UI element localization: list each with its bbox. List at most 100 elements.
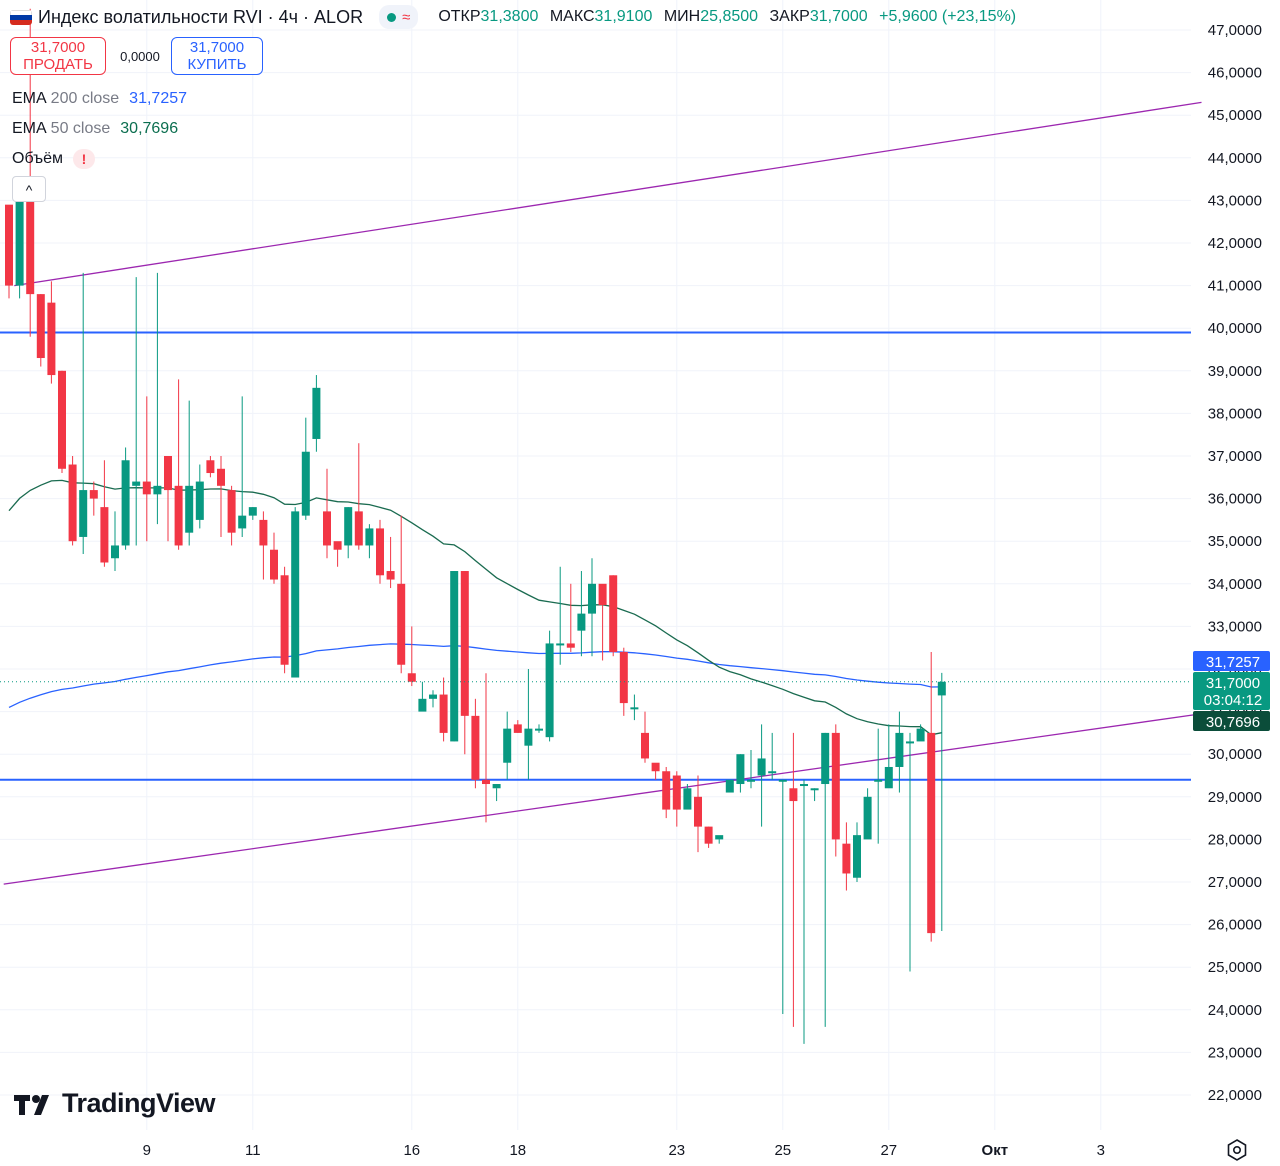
candle-down xyxy=(662,771,671,810)
indicator-ema200[interactable]: EMA 200 close 31,7257 xyxy=(12,90,188,107)
price-tick-label: 36,0000 xyxy=(1208,491,1262,508)
tradingview-logo[interactable]: TradingView xyxy=(14,1088,216,1119)
candle-down xyxy=(89,490,98,499)
buy-button[interactable]: 31,7000 КУПИТЬ xyxy=(171,37,263,75)
candle-up xyxy=(747,779,755,782)
candle-up xyxy=(79,490,88,537)
candle-down xyxy=(206,460,215,474)
candle-up xyxy=(588,583,596,614)
sell-label: ПРОДАТЬ xyxy=(23,56,93,73)
candle-up xyxy=(937,681,946,696)
candle-up xyxy=(450,571,459,742)
candle-up xyxy=(238,515,247,529)
candle-down xyxy=(58,370,66,469)
ohlc-readout: ОТКР31,3800 МАКС31,9100 МИН25,8500 ЗАКР3… xyxy=(438,8,1017,25)
time-tick-label: 25 xyxy=(774,1142,791,1159)
candle-up xyxy=(15,196,24,286)
price-tick-label: 35,0000 xyxy=(1208,533,1262,550)
collapse-legend-button[interactable]: ^ xyxy=(12,176,46,202)
candle-up xyxy=(524,728,533,746)
candle-up xyxy=(800,784,808,787)
candle-down xyxy=(26,196,35,295)
price-tick-label: 43,0000 xyxy=(1208,192,1262,209)
price-tick-label: 40,0000 xyxy=(1208,320,1262,337)
candle-up xyxy=(121,460,130,546)
candle-down xyxy=(323,511,331,546)
ema200-price-badge xyxy=(1193,651,1270,671)
candle-down xyxy=(164,456,172,491)
price-tick-label: 33,0000 xyxy=(1208,618,1262,635)
candle-down xyxy=(641,732,649,759)
candle-up xyxy=(291,511,300,678)
candle-down xyxy=(694,796,702,827)
price-tick-label: 34,0000 xyxy=(1208,576,1262,593)
price-tick-label: 45,0000 xyxy=(1208,107,1262,124)
warning-icon[interactable]: ! xyxy=(72,149,95,169)
candle-up xyxy=(736,754,745,785)
time-tick-label: 23 xyxy=(668,1142,685,1159)
candles xyxy=(5,8,946,1044)
candle-up xyxy=(556,643,565,646)
candle-up xyxy=(895,732,904,767)
buy-price: 31,7000 xyxy=(189,39,245,56)
horizontal-levels xyxy=(0,331,1191,781)
candle-up xyxy=(195,481,204,520)
price-tick-label: 37,0000 xyxy=(1208,448,1262,465)
candle-down xyxy=(270,549,278,580)
candle-down xyxy=(407,673,416,682)
candle-down xyxy=(566,643,575,648)
candle-down xyxy=(333,541,342,550)
candle-up xyxy=(312,387,321,439)
price-tick-label: 25,0000 xyxy=(1208,959,1262,976)
candle-up xyxy=(185,485,194,533)
chart-grid xyxy=(0,0,1191,1130)
candle-down xyxy=(259,519,268,546)
candle-up xyxy=(768,771,777,774)
candle-down xyxy=(460,571,469,716)
candle-up xyxy=(111,545,119,559)
symbol-title[interactable]: Индекс волатильности RVI · 4ч · ALOR xyxy=(38,6,364,27)
candle-up xyxy=(630,707,639,710)
candle-down xyxy=(831,732,840,840)
candle-up xyxy=(853,835,861,878)
candle-up xyxy=(429,694,437,699)
price-tick-label: 41,0000 xyxy=(1208,278,1262,295)
candle-down xyxy=(927,732,936,934)
candle-up xyxy=(301,451,310,516)
sell-button[interactable]: 31,7000 ПРОДАТЬ xyxy=(10,37,106,75)
time-tick-label: 16 xyxy=(403,1142,420,1159)
russia-flag-icon xyxy=(10,9,32,25)
candle-down xyxy=(598,583,607,606)
market-status-pill[interactable]: ≈ xyxy=(379,5,419,29)
candle-down xyxy=(471,715,480,780)
price-tick-label: 46,0000 xyxy=(1208,65,1262,82)
wave-icon: ≈ xyxy=(402,8,411,26)
last-price-badge-text: 03:04:12 xyxy=(1204,692,1262,709)
candle-down xyxy=(5,204,13,286)
tradingview-logo-icon xyxy=(14,1094,49,1115)
candle-down xyxy=(376,528,384,576)
candle-down xyxy=(513,724,522,733)
ema50-price-badge-text: 30,7696 xyxy=(1206,714,1260,731)
time-tick-label: 9 xyxy=(143,1142,151,1159)
candle-down xyxy=(36,294,45,359)
price-tick-label: 23,0000 xyxy=(1208,1044,1262,1061)
candle-down xyxy=(651,762,660,772)
indicator-volume[interactable]: Объём! xyxy=(12,149,95,169)
candle-up xyxy=(725,779,734,793)
settings-icon[interactable] xyxy=(1225,1138,1249,1162)
indicator-ema50[interactable]: EMA 50 close 30,7696 xyxy=(12,120,179,137)
candle-down xyxy=(174,485,183,546)
trend-channel xyxy=(3,101,1202,885)
price-tick-label: 27,0000 xyxy=(1208,874,1262,891)
brand-name: TradingView xyxy=(62,1088,216,1118)
price-tick-label: 44,0000 xyxy=(1208,150,1262,167)
candle-up xyxy=(153,485,162,495)
candle-down xyxy=(439,694,448,733)
candle-down xyxy=(842,843,851,874)
candle-down xyxy=(354,511,363,546)
price-tick-label: 38,0000 xyxy=(1208,405,1262,422)
price-tick-label: 22,0000 xyxy=(1208,1087,1262,1104)
